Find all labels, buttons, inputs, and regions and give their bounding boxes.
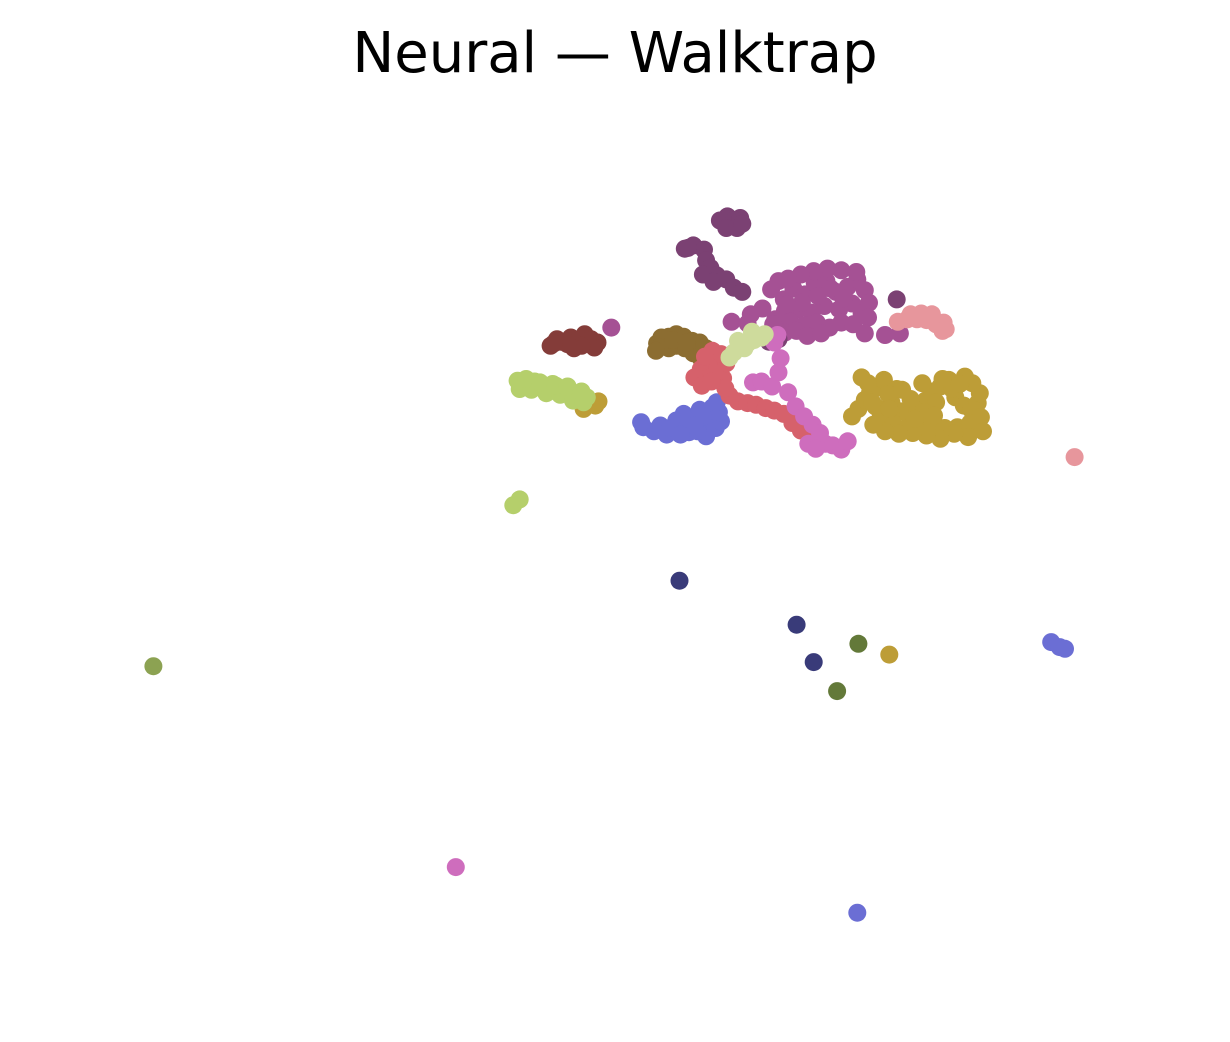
data-point xyxy=(763,377,782,396)
series-2 xyxy=(504,370,596,515)
series-0 xyxy=(632,393,1074,922)
data-point xyxy=(812,324,831,343)
data-point xyxy=(544,334,563,353)
data-point xyxy=(1056,639,1074,658)
data-point xyxy=(893,380,912,399)
data-point xyxy=(927,393,946,412)
data-point xyxy=(959,428,978,447)
data-point xyxy=(1065,448,1084,467)
data-point xyxy=(860,293,878,312)
data-point xyxy=(859,308,877,327)
data-point xyxy=(446,858,465,877)
data-point xyxy=(818,259,837,278)
data-point xyxy=(806,439,825,458)
data-point xyxy=(834,289,853,308)
data-point xyxy=(971,408,990,427)
data-point xyxy=(838,432,857,451)
data-point xyxy=(855,324,874,343)
data-point xyxy=(771,349,790,368)
data-point xyxy=(702,372,721,391)
data-point xyxy=(880,645,899,664)
data-point xyxy=(504,496,523,515)
series-13 xyxy=(144,657,163,676)
data-point xyxy=(933,370,952,388)
data-point xyxy=(779,383,798,402)
data-point xyxy=(685,416,704,435)
data-point xyxy=(913,374,932,393)
data-point xyxy=(716,379,735,398)
data-point xyxy=(950,375,969,393)
data-point xyxy=(778,295,796,314)
data-point xyxy=(879,385,898,403)
data-point xyxy=(531,373,549,392)
data-point xyxy=(933,321,952,340)
series-6 xyxy=(888,304,1084,467)
data-point xyxy=(558,377,577,396)
data-point xyxy=(572,382,591,401)
data-point xyxy=(931,429,950,448)
data-point xyxy=(832,261,851,280)
data-point xyxy=(787,615,806,634)
data-point xyxy=(848,903,867,922)
data-point xyxy=(677,333,696,352)
series-12 xyxy=(828,634,868,701)
data-point xyxy=(880,399,899,418)
data-point xyxy=(798,326,817,345)
data-point xyxy=(602,318,621,337)
series-4 xyxy=(541,325,607,358)
data-point xyxy=(679,238,697,257)
data-point xyxy=(664,331,683,349)
data-point xyxy=(517,370,536,388)
data-point xyxy=(847,263,866,281)
data-point xyxy=(903,424,922,442)
data-point xyxy=(849,634,868,653)
data-point xyxy=(808,287,827,305)
data-point xyxy=(864,415,883,434)
data-point xyxy=(733,214,752,233)
data-point xyxy=(945,424,964,443)
data-point xyxy=(733,282,752,301)
data-point xyxy=(804,653,823,672)
data-point xyxy=(905,409,924,428)
data-point xyxy=(722,312,741,331)
data-point xyxy=(704,272,723,291)
data-point xyxy=(720,348,739,367)
data-point xyxy=(144,657,163,676)
series-11 xyxy=(670,571,823,672)
data-point xyxy=(917,426,936,445)
data-point xyxy=(769,272,788,291)
data-point xyxy=(843,407,861,426)
data-point xyxy=(769,363,788,382)
data-point xyxy=(696,347,714,366)
data-point xyxy=(671,425,690,444)
data-point xyxy=(889,424,908,443)
chart-title: Neural — Walktrap xyxy=(352,21,878,86)
data-point xyxy=(647,341,665,360)
data-point xyxy=(742,322,761,341)
data-point xyxy=(925,406,943,425)
data-point xyxy=(828,682,847,701)
data-point xyxy=(792,293,811,312)
series-9 xyxy=(446,326,857,877)
series-1 xyxy=(574,367,992,664)
data-point xyxy=(863,393,882,412)
data-point xyxy=(974,422,992,441)
data-point xyxy=(887,290,906,309)
data-point xyxy=(876,326,894,344)
data-point xyxy=(735,339,754,358)
series-10 xyxy=(720,322,774,367)
data-point xyxy=(852,368,871,387)
data-point xyxy=(901,305,920,324)
data-point xyxy=(670,571,689,590)
data-point xyxy=(874,370,893,389)
data-point xyxy=(632,413,651,432)
